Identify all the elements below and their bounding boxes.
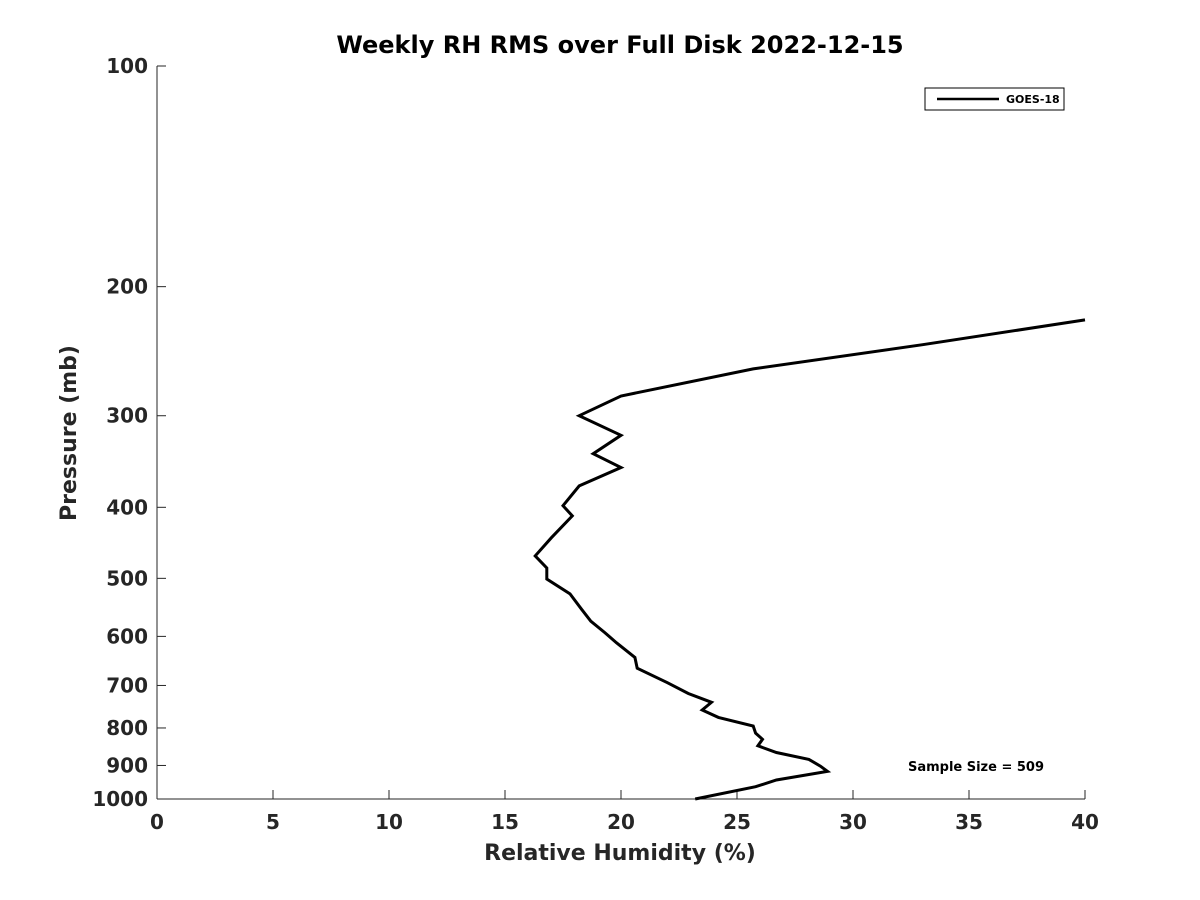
chart-title: Weekly RH RMS over Full Disk 2022-12-15: [336, 31, 903, 59]
x-axis-label: Relative Humidity (%): [484, 841, 756, 866]
x-tick-label: 5: [266, 810, 280, 834]
y-axis: 100 200 300 400 500 600 700 800 900 1000: [92, 54, 166, 811]
series-line-goes-18: [533, 318, 1086, 801]
y-tick-label: 600: [106, 624, 148, 648]
series-layer: [533, 318, 1086, 801]
x-tick-label: 15: [491, 810, 519, 834]
legend: GOES-18: [924, 87, 1065, 111]
y-tick-label: 100: [106, 54, 148, 78]
y-tick-label: 700: [106, 673, 148, 697]
y-tick-label: 300: [106, 404, 148, 428]
x-tick-label: 25: [723, 810, 751, 834]
plot-axes: [156, 66, 1085, 800]
legend-label-goes-18: GOES-18: [1006, 93, 1060, 106]
x-tick-label: 40: [1071, 810, 1099, 834]
y-tick-label: 500: [106, 566, 148, 590]
sample-size-annotation: Sample Size = 509: [908, 760, 1044, 775]
y-tick-label: 900: [106, 753, 148, 777]
y-axis-label: Pressure (mb): [57, 345, 82, 521]
x-tick-label: 0: [150, 810, 164, 834]
x-axis: 0 5 10 15 20 25 30 35 40: [150, 790, 1099, 834]
y-tick-label: 400: [106, 495, 148, 519]
x-tick-label: 10: [375, 810, 403, 834]
y-tick-label: 800: [106, 716, 148, 740]
y-tick-label: 200: [106, 275, 148, 299]
x-tick-label: 20: [607, 810, 635, 834]
y-tick-label: 1000: [92, 787, 148, 811]
x-tick-label: 30: [839, 810, 867, 834]
x-tick-label: 35: [955, 810, 983, 834]
